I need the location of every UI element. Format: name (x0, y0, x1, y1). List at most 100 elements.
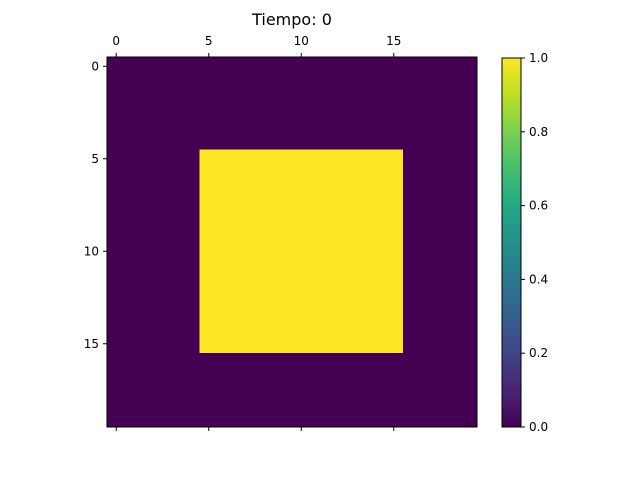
heatmap-cell (125, 223, 145, 243)
heatmap-cell (403, 297, 422, 317)
heatmap-cell (144, 94, 163, 113)
heatmap-cell (199, 353, 219, 372)
heatmap-cell (181, 334, 200, 354)
heatmap-cell (403, 390, 422, 409)
heatmap-cell (347, 205, 367, 224)
heatmap-cell (310, 57, 330, 76)
heatmap-cell (273, 94, 293, 113)
heatmap-cell (125, 205, 145, 224)
heatmap-cell (292, 334, 311, 354)
heatmap-cell (440, 260, 459, 280)
colorbar-frame (501, 57, 522, 428)
heatmap-cell (458, 57, 478, 76)
heatmap-cell (310, 168, 330, 187)
heatmap-cell (144, 316, 163, 335)
heatmap-cell (384, 334, 404, 354)
heatmap-cell (162, 94, 182, 113)
heatmap-cell (292, 260, 311, 280)
heatmap-cell (310, 371, 330, 391)
heatmap-cell (366, 223, 385, 243)
heatmap-cell (384, 94, 404, 113)
heatmap-cell (292, 168, 311, 187)
heatmap-cell (403, 371, 422, 391)
heatmap-cell (125, 353, 145, 372)
heatmap-cell (292, 57, 311, 76)
heatmap-cell (384, 408, 404, 428)
heatmap-cell (199, 408, 219, 428)
heatmap-axes-frame (106, 56, 478, 428)
heatmap-cell (107, 94, 126, 113)
heatmap-cell (181, 186, 200, 206)
heatmap-cell (403, 131, 422, 150)
heatmap-cell (421, 390, 441, 409)
heatmap-cell (162, 334, 182, 354)
heatmap-cell (403, 260, 422, 280)
heatmap-cell (162, 149, 182, 169)
heatmap-cell (384, 205, 404, 224)
heatmap-cell (218, 168, 237, 187)
heatmap-cell (255, 279, 274, 298)
heatmap-cell (292, 390, 311, 409)
heatmap-cell (107, 371, 126, 391)
heatmap-cell (255, 112, 274, 132)
colorbar-tick-label: 0.2 (529, 346, 548, 360)
heatmap-cell (125, 260, 145, 280)
heatmap-cell (107, 112, 126, 132)
heatmap-cell (162, 186, 182, 206)
heatmap-cell (144, 112, 163, 132)
y-tick-label: 15 (84, 337, 99, 351)
heatmap-cell (292, 223, 311, 243)
heatmap-cell (329, 242, 348, 261)
heatmap-cell (181, 353, 200, 372)
heatmap-cell (107, 408, 126, 428)
heatmap-cell (347, 297, 367, 317)
heatmap-cell (218, 353, 237, 372)
colorbar-tick-label: 0.8 (529, 125, 548, 139)
heatmap-cell (144, 371, 163, 391)
heatmap-cell (292, 316, 311, 335)
heatmap-cell (329, 186, 348, 206)
heatmap-cell (107, 149, 126, 169)
heatmap-cell (107, 353, 126, 372)
heatmap-cell (218, 149, 237, 169)
heatmap-cell (236, 408, 256, 428)
heatmap-cell (125, 297, 145, 317)
heatmap-cell (236, 131, 256, 150)
heatmap-cell (310, 316, 330, 335)
heatmap-cell (181, 242, 200, 261)
heatmap-cell (440, 353, 459, 372)
heatmap-cells (107, 57, 478, 428)
heatmap-cell (329, 334, 348, 354)
heatmap-cell (199, 297, 219, 317)
heatmap-cell (421, 223, 441, 243)
heatmap-cell (440, 149, 459, 169)
x-tick-label: 0 (112, 34, 120, 48)
heatmap-cell (329, 316, 348, 335)
heatmap-cell (403, 223, 422, 243)
colorbar (502, 58, 521, 427)
heatmap-cell (144, 334, 163, 354)
heatmap-cell (255, 57, 274, 76)
heatmap-cell (347, 149, 367, 169)
heatmap-cell (144, 242, 163, 261)
heatmap-cell (384, 223, 404, 243)
heatmap-cell (403, 186, 422, 206)
heatmap-cell (421, 371, 441, 391)
heatmap-cell (255, 390, 274, 409)
heatmap-cell (458, 112, 478, 132)
heatmap-cell (421, 297, 441, 317)
heatmap-cell (458, 186, 478, 206)
heatmap-cell (236, 297, 256, 317)
heatmap-cell (347, 242, 367, 261)
heatmap-cell (218, 57, 237, 76)
heatmap-cell (144, 297, 163, 317)
heatmap-cell (255, 408, 274, 428)
heatmap-cell (440, 408, 459, 428)
heatmap-cell (181, 112, 200, 132)
heatmap-cell (236, 186, 256, 206)
heatmap-cell (273, 131, 293, 150)
heatmap-cell (107, 186, 126, 206)
heatmap-cell (403, 57, 422, 76)
heatmap-cell (440, 186, 459, 206)
